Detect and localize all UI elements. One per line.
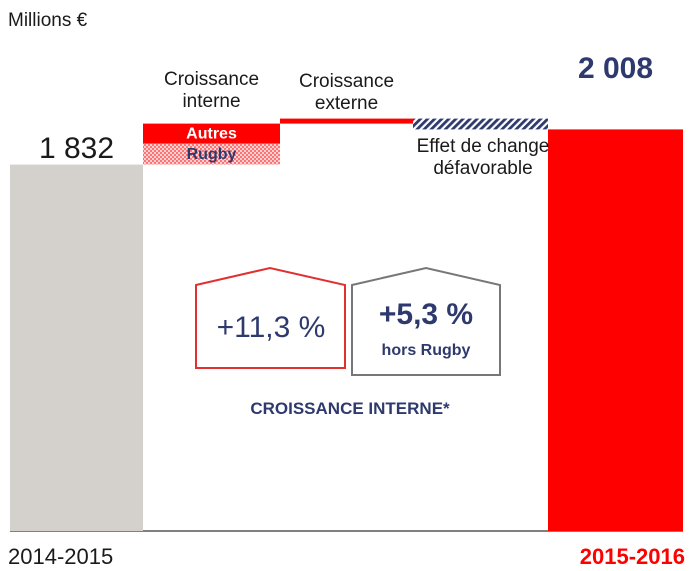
- bar: [10, 164, 143, 531]
- unit-label: Millions €: [8, 10, 88, 31]
- callout-text: +5,3 %: [378, 298, 474, 331]
- callout-box: [195, 266, 346, 369]
- bar: [548, 129, 683, 531]
- bar-segment: [143, 143, 280, 165]
- category-label: Croissance interne: [163, 69, 260, 112]
- bar: [280, 118, 413, 124]
- footnote: CROISSANCE INTERNE*: [250, 399, 450, 418]
- category-label: Croissance externe: [298, 71, 395, 114]
- value-label: 2 008: [577, 52, 654, 85]
- callout-text: +11,3 %: [216, 311, 326, 344]
- callout-subtext: hors Rugby: [381, 342, 471, 359]
- bar-segment: [143, 123, 280, 144]
- segment-label: Autres: [186, 126, 237, 143]
- category-label: Effet de change défavorable: [416, 136, 550, 179]
- category-label: 2014-2015: [8, 544, 114, 569]
- bar: [413, 118, 548, 130]
- callout-box: [351, 266, 501, 376]
- segment-label: Rugby: [187, 146, 237, 163]
- value-label: 1 832: [38, 132, 115, 165]
- category-label: 2015-2016: [579, 544, 685, 569]
